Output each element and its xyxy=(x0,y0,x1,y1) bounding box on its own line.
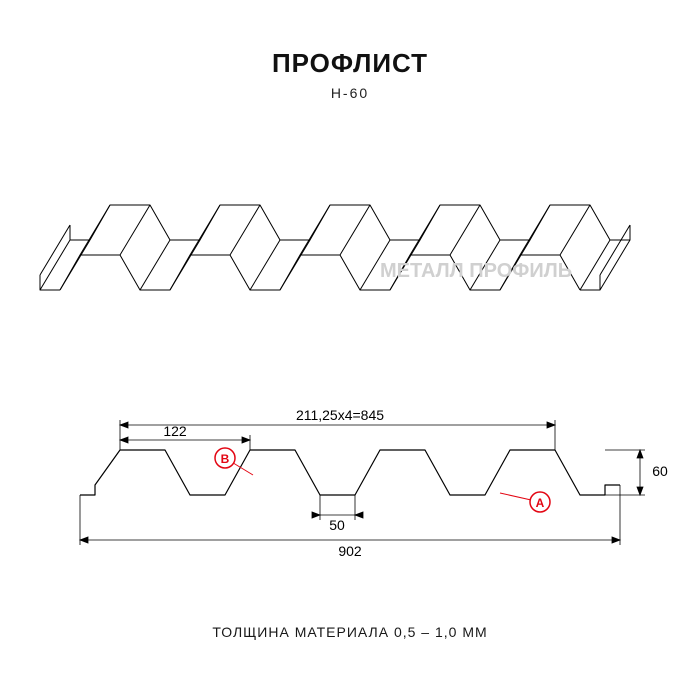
page-subtitle: Н-60 xyxy=(0,85,700,101)
dim-top-width: 211,25х4=845 xyxy=(296,407,384,423)
section-svg: 211,25х4=845 122 50 902 60 B A xyxy=(0,390,700,570)
perspective-drawing xyxy=(0,150,700,350)
profile-path xyxy=(80,450,620,495)
marker-a-label: A xyxy=(536,496,545,510)
header: ПРОФЛИСТ Н-60 xyxy=(0,0,700,101)
dim-height: 60 xyxy=(652,463,668,479)
marker-b-label: B xyxy=(221,452,230,466)
page-title: ПРОФЛИСТ xyxy=(0,48,700,79)
dim-total: 902 xyxy=(338,543,362,559)
perspective-svg xyxy=(0,150,700,350)
dim-50: 50 xyxy=(329,517,345,533)
cross-section-drawing: 211,25х4=845 122 50 902 60 B A xyxy=(0,390,700,570)
dim-122: 122 xyxy=(163,423,187,439)
footer-text: ТОЛЩИНА МАТЕРИАЛА 0,5 – 1,0 ММ xyxy=(0,624,700,640)
